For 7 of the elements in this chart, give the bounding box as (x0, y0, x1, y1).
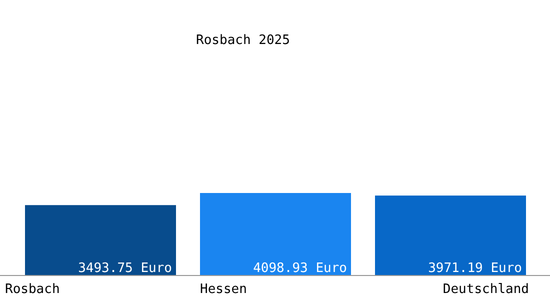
chart-title: Rosbach 2025 (196, 33, 290, 48)
data-label: 3493.75 Euro (78, 261, 172, 276)
data-label: 3971.19 Euro (428, 261, 522, 276)
x-tick-label: Rosbach (5, 282, 60, 297)
data-label: 4098.93 Euro (253, 261, 347, 276)
x-tick-label: Hessen (200, 282, 247, 297)
x-tick-label: Deutschland (442, 282, 529, 297)
